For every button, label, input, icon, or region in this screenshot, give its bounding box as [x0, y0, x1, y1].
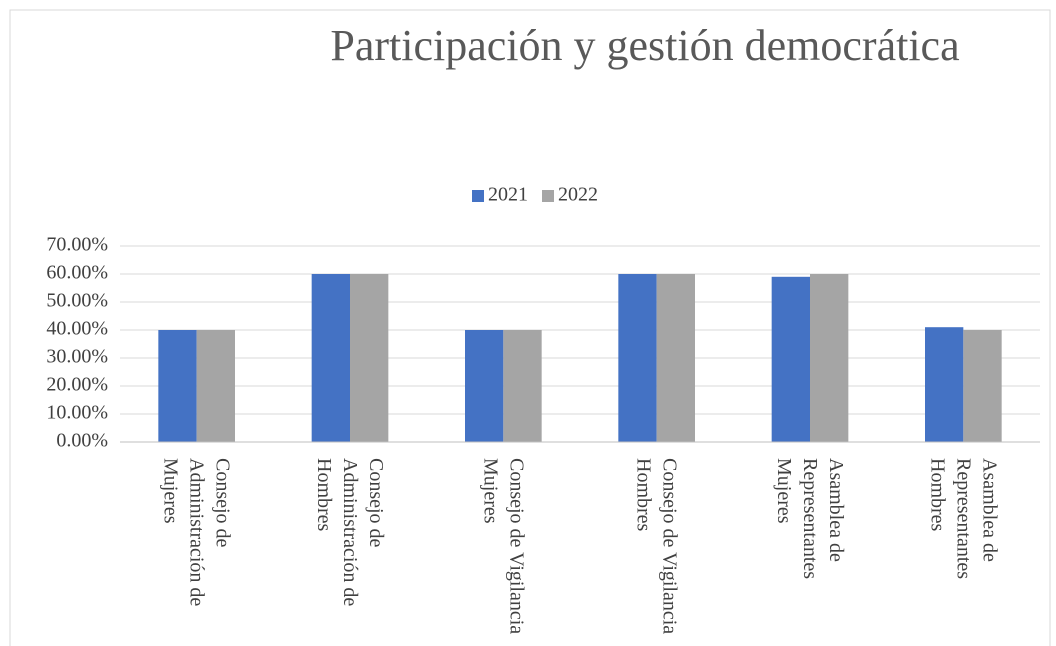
y-tick-label: 50.00%: [46, 290, 108, 312]
bar: [810, 274, 849, 442]
y-tick-label: 60.00%: [46, 262, 108, 284]
bar: [503, 330, 542, 442]
bar: [158, 330, 197, 442]
y-tick-label: 20.00%: [46, 374, 108, 396]
bar: [618, 274, 657, 442]
bar: [771, 276, 810, 442]
bar: [925, 327, 964, 442]
bar: [465, 330, 504, 442]
bar: [350, 274, 389, 442]
x-tick-label: Consejo de Vigilancia Mujeres: [479, 458, 528, 635]
y-tick-label: 0.00%: [56, 430, 108, 452]
bar: [656, 274, 695, 442]
x-tick-label: Asamblea de Representantes Mujeres: [773, 458, 847, 580]
bar: [311, 274, 350, 442]
y-tick-label: 30.00%: [46, 346, 108, 368]
legend-label: 2021: [488, 184, 528, 206]
legend-swatch: [542, 190, 554, 202]
x-tick-label: Consejo de Vigilancia Hombres: [632, 458, 681, 635]
x-tick-label: Consejo de Administración de Hombres: [313, 458, 387, 607]
chart-border: [9, 9, 1051, 646]
x-tick-label: Consejo de Administración de Mujeres: [159, 458, 234, 607]
legend-label: 2022: [558, 184, 598, 206]
bar: [196, 330, 235, 442]
y-tick-label: 40.00%: [46, 318, 108, 340]
bar: [963, 330, 1002, 442]
y-tick-label: 70.00%: [46, 234, 108, 256]
y-tick-label: 10.00%: [46, 402, 108, 424]
x-tick-label: Asamblea de Representantes Hombres: [926, 458, 1001, 580]
chart-title: Participación y gestión democrática: [330, 21, 959, 70]
legend-swatch: [472, 190, 484, 202]
